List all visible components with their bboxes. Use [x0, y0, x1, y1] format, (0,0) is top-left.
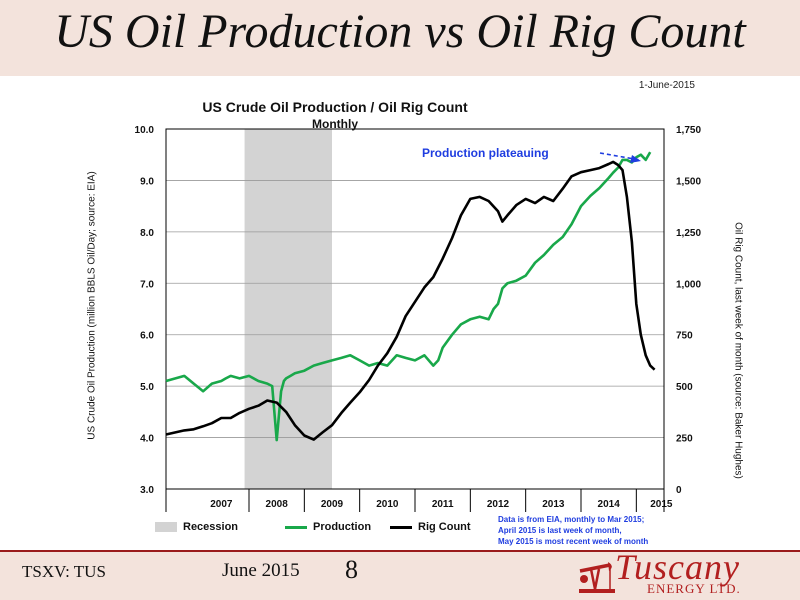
title-band	[0, 0, 800, 76]
slide-title: US Oil Production vs Oil Rig Count	[54, 5, 746, 58]
rig-count-swatch	[390, 525, 412, 529]
annotation-arrowhead	[630, 155, 641, 163]
company-logo: Tuscany ENERGY LTD.	[577, 547, 789, 598]
y-left-tick-label: 9.0	[140, 176, 154, 187]
y-left-tick-label: 6.0	[140, 331, 154, 342]
y-left-tick-label: 5.0	[140, 382, 154, 393]
y-right-tick-label: 1,000	[676, 279, 701, 290]
recession-band	[244, 129, 332, 489]
y-left-tick-label: 8.0	[140, 228, 154, 239]
legend-item-production: Production	[285, 521, 371, 533]
recession-swatch	[155, 522, 177, 533]
page-number: 8	[345, 555, 358, 584]
y-left-tick-label: 3.0	[140, 485, 154, 496]
y-right-tick-label: 0	[676, 485, 682, 496]
data-note-line-2: April 2015 is last week of month,	[498, 526, 622, 535]
footer-date: June 2015	[222, 560, 300, 581]
logo-subtitle: ENERGY LTD.	[647, 581, 741, 596]
legend-label-rig-count: Rig Count	[418, 521, 471, 533]
plot-frame	[165, 128, 665, 490]
series-line-production	[165, 151, 652, 442]
legend-item-recession: Recession	[155, 521, 238, 533]
x-tick-label: 2010	[376, 499, 399, 510]
y-right-tick-label: 1,750	[676, 125, 701, 136]
y-right-tick-label: 1,500	[676, 176, 701, 187]
y-right-tick-label: 250	[676, 434, 693, 445]
x-tick-label: 2011	[432, 499, 454, 510]
data-note-line-3: May 2015 is most recent week of month	[498, 537, 649, 546]
data-note-line-1: Data is from EIA, monthly to Mar 2015;	[498, 515, 645, 524]
y-right-tick-label: 500	[676, 382, 693, 393]
production-swatch	[285, 525, 307, 529]
ticker-symbol: TSXV: TUS	[22, 562, 106, 581]
chart-title: US Crude Oil Production / Oil Rig Count	[202, 99, 468, 115]
x-tick-label: 2015	[650, 499, 673, 510]
x-tick-label: 2012	[487, 499, 510, 510]
y-axis-right-label: Oil Rig Count, last week of month (sourc…	[732, 222, 744, 479]
series-line-rig-count	[165, 160, 656, 441]
x-tick-label: 2014	[598, 499, 621, 510]
y-left-tick-label: 10.0	[135, 125, 155, 136]
legend-label-recession: Recession	[183, 521, 239, 533]
legend-label-production: Production	[313, 521, 372, 533]
y-left-tick-label: 7.0	[140, 279, 154, 290]
x-tick-label: 2007	[210, 499, 233, 510]
y-right-tick-label: 1,250	[676, 228, 701, 239]
chart-subtitle: Monthly	[312, 117, 358, 131]
x-tick-label: 2009	[321, 499, 344, 510]
date-note: 1-June-2015	[638, 80, 695, 91]
y-left-tick-label: 4.0	[140, 434, 154, 445]
legend-item-rig-count: Rig Count	[390, 521, 471, 533]
pumpjack-icon	[579, 562, 615, 593]
footer-divider	[0, 550, 800, 552]
y-right-tick-label: 750	[676, 331, 693, 342]
y-axis-left-label: US Crude Oil Production (million BBLS Oi…	[86, 171, 98, 440]
footer-band	[0, 552, 800, 600]
logo-name: Tuscany	[615, 547, 741, 587]
data-source-note: Data is from EIA, monthly to Mar 2015; A…	[498, 514, 648, 547]
x-tick-label: 2008	[266, 499, 289, 510]
annotation-production-plateauing: Production plateauing	[422, 146, 549, 160]
x-tick-label: 2013	[542, 499, 565, 510]
